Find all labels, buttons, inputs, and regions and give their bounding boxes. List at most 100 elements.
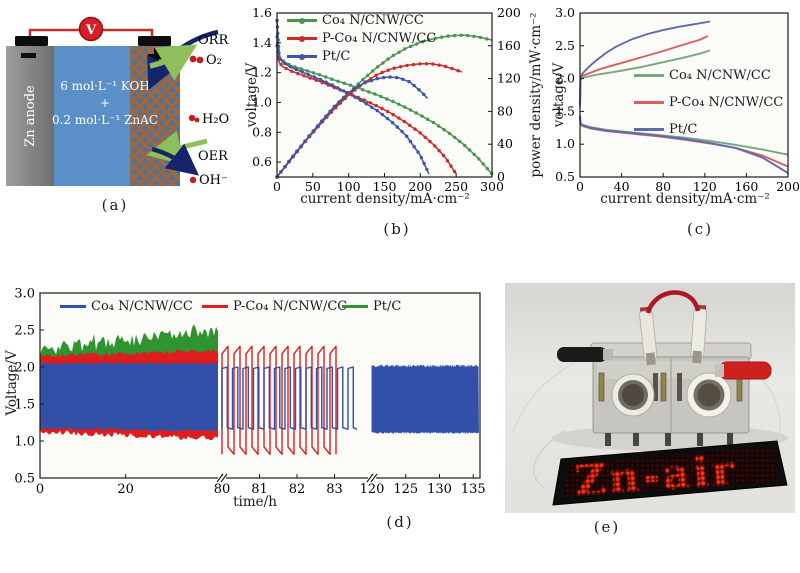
plot-frame bbox=[579, 12, 789, 178]
dense-Co₄ N/CNW/CC bbox=[371, 364, 479, 434]
svg-text:1.4: 1.4 bbox=[252, 35, 272, 50]
svg-text:120: 120 bbox=[360, 482, 385, 495]
cathode-terminal bbox=[138, 36, 171, 46]
svg-text:1.6: 1.6 bbox=[252, 5, 272, 20]
svg-text:1.0: 1.0 bbox=[14, 435, 35, 450]
chart-b-x-axis-label: current density/mA·cm⁻² bbox=[300, 191, 470, 207]
anode-terminal bbox=[15, 36, 48, 46]
oh-label: OH⁻ bbox=[199, 173, 228, 188]
legend-swatch bbox=[634, 74, 664, 77]
chart-c-x-axis-label: current density/mA·cm⁻² bbox=[600, 191, 770, 207]
handle-collar bbox=[715, 364, 724, 377]
device-photo-art: Zn-air bbox=[505, 283, 795, 513]
bolt bbox=[660, 372, 667, 402]
svg-text:83: 83 bbox=[326, 482, 343, 495]
chart-b-legend-item: Pt/C bbox=[287, 49, 350, 64]
alligator-clip bbox=[639, 306, 658, 366]
svg-text:3.0: 3.0 bbox=[14, 287, 35, 302]
handle-collar bbox=[603, 349, 613, 360]
legend-marker-dot bbox=[299, 35, 305, 42]
chart-c-y-axis-label: voltage/V bbox=[551, 62, 567, 128]
svg-text:82: 82 bbox=[289, 482, 306, 495]
svg-text:0: 0 bbox=[36, 482, 44, 495]
legend-label: Co₄ N/CNW/CC bbox=[669, 68, 771, 83]
bolt bbox=[677, 373, 682, 401]
voltmeter-icon bbox=[78, 16, 104, 42]
chart-c-legend-item: Co₄ N/CNW/CC bbox=[634, 68, 771, 83]
thin-wire bbox=[512, 362, 576, 434]
caption-a: (a) bbox=[101, 196, 129, 214]
h2o-molecule-icon bbox=[194, 117, 200, 123]
legend-label: Pt/C bbox=[669, 122, 698, 137]
svg-text:120: 120 bbox=[693, 179, 717, 192]
black-electrode-handle bbox=[557, 347, 607, 362]
chart-d-cycling-stability: 0.5 1.0 1.5 2.0 2.5 3.0 0 20 80 81 82 83 120 125 130 13… bbox=[14, 287, 485, 496]
bottom-bolt bbox=[697, 433, 703, 446]
svg-text:80: 80 bbox=[497, 103, 513, 118]
legend-label: Pt/C bbox=[322, 49, 351, 64]
svg-text:0.5: 0.5 bbox=[555, 169, 575, 184]
oh-out-arrow bbox=[151, 143, 200, 176]
svg-text:200: 200 bbox=[776, 179, 800, 192]
chart-d-legend-item: Co₄ N/CNW/CC bbox=[60, 299, 193, 314]
h2o-molecule-icon bbox=[188, 114, 196, 122]
bolt bbox=[653, 373, 658, 401]
svg-text:0.8: 0.8 bbox=[252, 124, 272, 139]
chart-d-legend-item: Pt/C bbox=[342, 299, 401, 314]
electrolyte-block bbox=[54, 46, 130, 186]
caption-c: (c) bbox=[686, 220, 714, 238]
caption-b: (b) bbox=[383, 220, 411, 238]
electrolyte-line2: + bbox=[100, 96, 110, 110]
red-electrode-handle bbox=[718, 361, 772, 380]
legend-label: P-Co₄ N/CNW/CC bbox=[233, 299, 348, 314]
device-photo: Zn-air bbox=[505, 283, 795, 513]
led-display-text: Zn-air bbox=[573, 445, 738, 505]
o2-molecule-icon bbox=[189, 55, 197, 63]
chart-b-y2-axis-label: power density/mW·cm⁻² bbox=[528, 12, 544, 178]
anode-label: Zn anode bbox=[23, 85, 38, 147]
legend-label: P-Co₄ N/CNW/CC bbox=[322, 31, 437, 46]
legend-swatch bbox=[634, 101, 664, 104]
svg-text:40: 40 bbox=[614, 179, 630, 192]
svg-text:3.0: 3.0 bbox=[555, 5, 575, 20]
o2-label: O₂ bbox=[206, 53, 222, 68]
chart-c-legend-item: P-Co₄ N/CNW/CC bbox=[634, 95, 783, 110]
thin-wire bbox=[532, 430, 566, 489]
legend-label: Co₄ N/CNW/CC bbox=[322, 13, 424, 28]
svg-text:2.0: 2.0 bbox=[555, 71, 575, 86]
oer-label: OER bbox=[198, 149, 229, 164]
orr-label: ORR bbox=[198, 33, 229, 48]
red-jumper-wire bbox=[645, 290, 701, 314]
chart-c-charge-discharge: 0 40 80 120 160 200 0.5 1.0 1.5 2.0 2.5 3.0 bbox=[555, 5, 800, 192]
svg-text:120: 120 bbox=[497, 71, 521, 86]
legend-swatch bbox=[287, 17, 317, 24]
legend-swatch bbox=[60, 304, 86, 309]
legend-marker-dot bbox=[299, 53, 305, 60]
wave-Co₄ N/CNW/CC bbox=[221, 366, 358, 430]
series-Pt/C charge bbox=[579, 20, 711, 105]
svg-text:160: 160 bbox=[734, 179, 758, 192]
svg-text:1.0: 1.0 bbox=[555, 136, 575, 151]
bottom-bolt bbox=[665, 433, 671, 446]
chart-b-y-axis-label: voltage/V bbox=[244, 62, 260, 128]
voltmeter-label: V bbox=[85, 23, 97, 38]
svg-text:20: 20 bbox=[117, 482, 134, 495]
svg-text:80: 80 bbox=[655, 179, 671, 192]
chart-c-legend-item: Pt/C bbox=[634, 122, 697, 137]
svg-text:200: 200 bbox=[497, 5, 521, 20]
chart-b-polarization-power: 0 50 100 150 200 250 300 0.6 0.8 1.0 1.2 1.4 1.6 0 40 8… bbox=[252, 5, 521, 192]
series-Pt/C discharge bbox=[579, 115, 789, 174]
legend-swatch bbox=[287, 35, 317, 42]
svg-text:1.5: 1.5 bbox=[555, 103, 575, 118]
bolt bbox=[598, 372, 605, 402]
caption-e: (e) bbox=[593, 518, 621, 536]
svg-text:0.6: 0.6 bbox=[252, 154, 272, 169]
wave-P-Co₄ N/CNW/CC bbox=[221, 345, 337, 455]
svg-text:40: 40 bbox=[497, 136, 513, 151]
svg-text:150: 150 bbox=[373, 179, 397, 192]
oh-ion-icon bbox=[189, 176, 197, 184]
svg-text:250: 250 bbox=[444, 179, 468, 192]
svg-text:81: 81 bbox=[251, 482, 268, 495]
o2-out-arrow bbox=[149, 44, 198, 81]
